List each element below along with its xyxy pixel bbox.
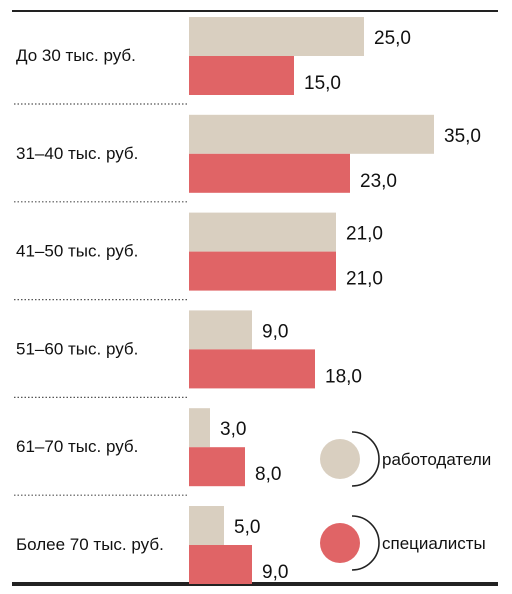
bar-specialists-4	[189, 349, 315, 389]
bar-specialists-5	[189, 447, 245, 487]
bar-employers-2	[189, 114, 434, 154]
bars-group	[189, 17, 434, 584]
value-label-specialists-1: 15,0	[304, 73, 341, 94]
bar-employers-6	[189, 506, 224, 545]
value-label-employers-3: 21,0	[346, 224, 383, 245]
legend-label-employers: работодатели	[382, 450, 491, 469]
value-label-employers-4: 9,0	[262, 321, 288, 342]
bar-employers-1	[189, 17, 364, 56]
legend-bracket-employers	[351, 431, 380, 487]
category-label-4: 51–60 тыс. руб.	[16, 339, 138, 358]
value-label-specialists-2: 23,0	[360, 171, 397, 192]
value-label-employers-1: 25,0	[374, 28, 411, 49]
value-label-specialists-3: 21,0	[346, 269, 383, 290]
category-label-5: 61–70 тыс. руб.	[16, 437, 138, 456]
value-label-employers-6: 5,0	[234, 517, 260, 538]
value-labels: 25,0 15,0 35,0 23,0 21,0 21,0 9,0 18,0 3,0 8,0 5,0…	[220, 28, 481, 583]
row-separators	[14, 103, 189, 496]
category-label-1: До 30 тыс. руб.	[16, 46, 136, 65]
bar-employers-5	[189, 408, 210, 448]
value-label-employers-2: 35,0	[444, 126, 481, 147]
value-label-employers-5: 3,0	[220, 419, 246, 440]
bar-specialists-1	[189, 56, 294, 95]
category-label-6: Более 70 тыс. руб.	[16, 535, 164, 554]
legend: работодатели специалисты	[320, 431, 491, 571]
bar-specialists-3	[189, 251, 336, 291]
category-labels: До 30 тыс. руб. 31–40 тыс. руб. 41–50 тыс.…	[16, 46, 164, 554]
value-label-specialists-5: 8,0	[255, 464, 281, 485]
legend-label-specialists: специалисты	[382, 534, 486, 553]
legend-swatch-specialists	[320, 523, 360, 563]
category-label-2: 31–40 тыс. руб.	[16, 144, 138, 163]
legend-swatch-employers	[320, 439, 360, 479]
bar-specialists-6	[189, 545, 252, 584]
bar-employers-4	[189, 310, 252, 350]
value-label-specialists-6: 9,0	[262, 562, 288, 583]
category-label-3: 41–50 тыс. руб.	[16, 242, 138, 261]
legend-bracket-specialists	[351, 515, 380, 571]
bar-employers-3	[189, 212, 336, 252]
value-label-specialists-4: 18,0	[325, 366, 362, 387]
bar-specialists-2	[189, 153, 350, 193]
